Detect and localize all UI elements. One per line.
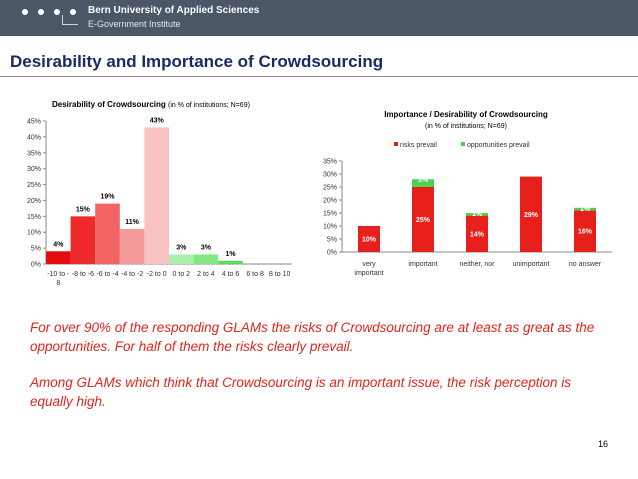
chart1-ytick-label: 0% [31, 262, 41, 269]
chart1-data-label: 4% [53, 241, 64, 248]
chart2-category-label: unimportant [513, 261, 550, 268]
header-banner: Bern University of Applied Sciences E-Go… [0, 0, 638, 36]
chart2-category-label: very important [354, 261, 383, 277]
chart1-ytick-label: 5% [31, 246, 41, 253]
chart1-bar [95, 203, 120, 264]
chart2-legend-label: risks prevail [400, 142, 437, 149]
chart2-legend-swatch [394, 142, 398, 146]
chart1-bar [70, 216, 96, 264]
chart1-bar [193, 254, 219, 264]
chart2-label-risks: 16% [578, 229, 593, 236]
chart2-label-risks: 14% [470, 231, 485, 238]
chart1-ytick-label: 15% [27, 214, 41, 221]
chart2-bar-risks [574, 210, 596, 252]
chart2-bar-opportunities [412, 179, 434, 187]
chart1-ytick-label: 30% [27, 166, 41, 173]
chart2-bar-opportunities [574, 207, 596, 211]
chart2-title: Importance / Desirability of Crowdsourci… [384, 110, 548, 119]
logo-dots-icon [22, 9, 76, 15]
chart1-bar [169, 254, 194, 264]
chart2-category-label: important [408, 261, 437, 268]
chart1-ytick-label: 10% [27, 230, 41, 237]
chart2-ytick-label: 20% [323, 198, 337, 205]
paragraph-risks: For over 90% of the responding GLAMs the… [30, 320, 595, 354]
chart2-ytick-label: 10% [323, 224, 337, 231]
chart2-legend-swatch [461, 142, 465, 146]
chart2-ytick-label: 0% [327, 250, 337, 257]
chart2-category-label: neither, nor [459, 261, 495, 268]
chart1-data-label: 3% [176, 244, 187, 251]
chart1-data-label: 3% [201, 244, 212, 251]
chart1-category-label: 4 to 6 [222, 271, 240, 278]
chart1-ytick-label: 45% [27, 119, 41, 126]
page-number: 16 [598, 439, 609, 449]
chart2-label-opportunities: 3% [418, 177, 429, 184]
chart1-category-label: 2 to 4 [197, 271, 215, 278]
chart1-data-label: 11% [125, 219, 139, 226]
chart1-bar [218, 260, 243, 264]
chart2-bar-opportunities [466, 213, 488, 216]
chart1-category-label: -2 to 0 [147, 271, 167, 278]
chart1-data-label: 19% [100, 194, 115, 201]
chart2-ytick-label: 35% [323, 159, 337, 166]
chart2-label-opportunities: 1% [472, 211, 483, 218]
chart1-category-label: -6 to -4 [96, 271, 118, 278]
chart1-bar [119, 229, 145, 264]
chart1-ytick-label: 40% [27, 134, 41, 141]
chart2-bar-risks [358, 226, 380, 252]
chart1-category-label: 8 to 10 [269, 271, 291, 278]
title-divider [0, 76, 638, 77]
chart2-label-risks: 10% [362, 237, 377, 244]
chart2-label-opportunities: 1% [580, 206, 591, 213]
chart2-label-risks: 29% [524, 212, 539, 219]
chart1-category-label: 0 to 2 [173, 271, 191, 278]
paragraph-important: Among GLAMs which think that Crowdsourci… [30, 375, 571, 409]
institute-name: E-Government Institute [88, 19, 181, 29]
chart1-data-label: 43% [150, 117, 165, 124]
chart1-ytick-label: 25% [27, 182, 41, 189]
chart1-bar [46, 251, 71, 264]
chart2-ytick-label: 15% [323, 211, 337, 218]
chart2-legend-label: opportunities prevail [467, 142, 530, 149]
chart2-bar-risks [412, 187, 434, 252]
chart2-category-label: no answer [569, 261, 602, 268]
chart2-subtitle: (in % of institutions; N=69) [425, 123, 507, 130]
chart1-title: Desirability of Crowdsourcing (in % of i… [52, 100, 250, 109]
chart2-label-risks: 25% [416, 217, 431, 224]
chart1-category-label: 6 to 8 [246, 271, 264, 278]
slide-title: Desirability and Importance of Crowdsour… [10, 52, 384, 71]
chart2-ytick-label: 30% [323, 172, 337, 179]
chart1-bar [144, 127, 169, 264]
chart2-bar-risks [466, 215, 488, 252]
university-name: Bern University of Applied Sciences [88, 5, 260, 16]
chart1-data-label: 1% [225, 251, 236, 258]
chart1-ytick-label: 20% [27, 198, 41, 205]
chart1-category-label: -10 to -8 [47, 271, 70, 287]
chart2-ytick-label: 5% [327, 237, 337, 244]
chart1-category-label: -4 to -2 [121, 271, 143, 278]
logo-bracket-icon [62, 15, 78, 25]
chart2-ytick-label: 25% [323, 185, 337, 192]
chart1-category-label: -8 to -6 [72, 271, 94, 278]
chart1-data-label: 15% [76, 206, 91, 213]
chart2-bar-risks [520, 176, 542, 252]
chart1-ytick-label: 35% [27, 150, 41, 157]
